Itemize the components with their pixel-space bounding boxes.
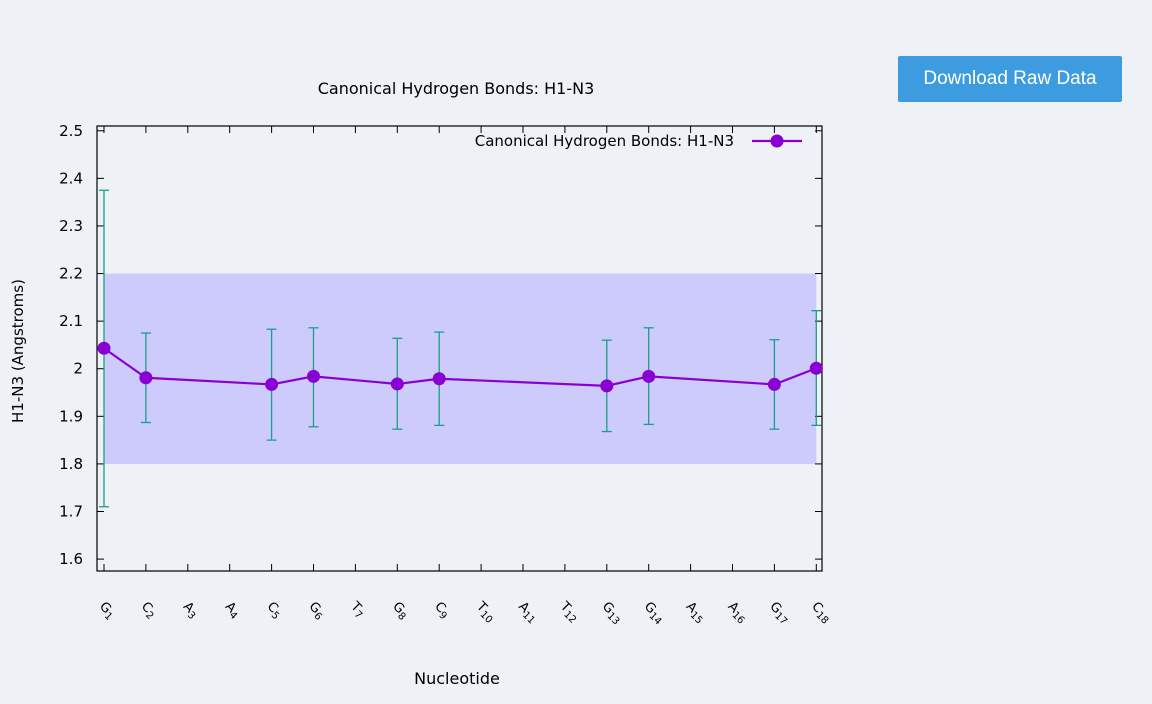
x-tick-label: A15: [681, 599, 708, 626]
y-axis-label: H1-N3 (Angstroms): [9, 279, 27, 423]
x-tick-label: A16: [723, 599, 750, 626]
data-point: [809, 361, 823, 375]
y-tick-label: 2.1: [59, 312, 83, 330]
x-tick-label: G13: [598, 599, 626, 627]
data-point: [307, 369, 320, 383]
x-tick-label: G6: [304, 599, 328, 623]
x-tick-label: A3: [179, 599, 202, 622]
x-tick-label: C2: [137, 599, 160, 622]
x-tick-label: A4: [220, 599, 243, 622]
x-tick-label: G8: [388, 599, 412, 623]
x-tick-label: C5: [262, 599, 285, 622]
y-tick-label: 2.4: [59, 169, 83, 187]
y-tick-label: 1.7: [59, 503, 83, 521]
download-raw-data-button[interactable]: Download Raw Data: [898, 56, 1122, 102]
series-line: [103, 347, 817, 387]
y-tick-label: 2.5: [59, 122, 83, 140]
data-point: [97, 341, 111, 355]
x-tick-label: T10: [471, 599, 498, 626]
data-point: [139, 371, 153, 385]
data-point: [432, 372, 446, 386]
x-tick-label: T12: [555, 599, 582, 626]
y-tick-label: 1.8: [59, 455, 83, 473]
chart-title: Canonical Hydrogen Bonds: H1-N3: [318, 79, 595, 98]
x-tick-label: A11: [514, 599, 541, 626]
reference-band: [104, 273, 817, 464]
legend-label: Canonical Hydrogen Bonds: H1-N3: [475, 132, 734, 150]
x-tick-label: G14: [639, 599, 667, 627]
data-point: [265, 377, 279, 391]
data-point: [767, 377, 781, 391]
x-tick-label: T7: [345, 599, 368, 622]
data-point: [390, 377, 404, 391]
y-tick-label: 2.3: [59, 217, 83, 235]
x-tick-label: G17: [765, 599, 793, 627]
x-tick-label: G1: [95, 599, 119, 623]
y-tick-label: 2.2: [59, 265, 83, 283]
x-tick-label: C9: [430, 599, 453, 622]
x-tick-label: C18: [807, 599, 834, 626]
y-tick-label: 1.6: [59, 550, 83, 568]
data-point: [600, 379, 614, 393]
legend-marker: [770, 134, 784, 148]
x-axis-label: Nucleotide: [414, 669, 500, 688]
y-tick-label: 2: [73, 360, 83, 378]
data-point: [642, 369, 656, 383]
y-tick-label: 1.9: [59, 407, 83, 425]
plot-frame: [96, 125, 823, 572]
